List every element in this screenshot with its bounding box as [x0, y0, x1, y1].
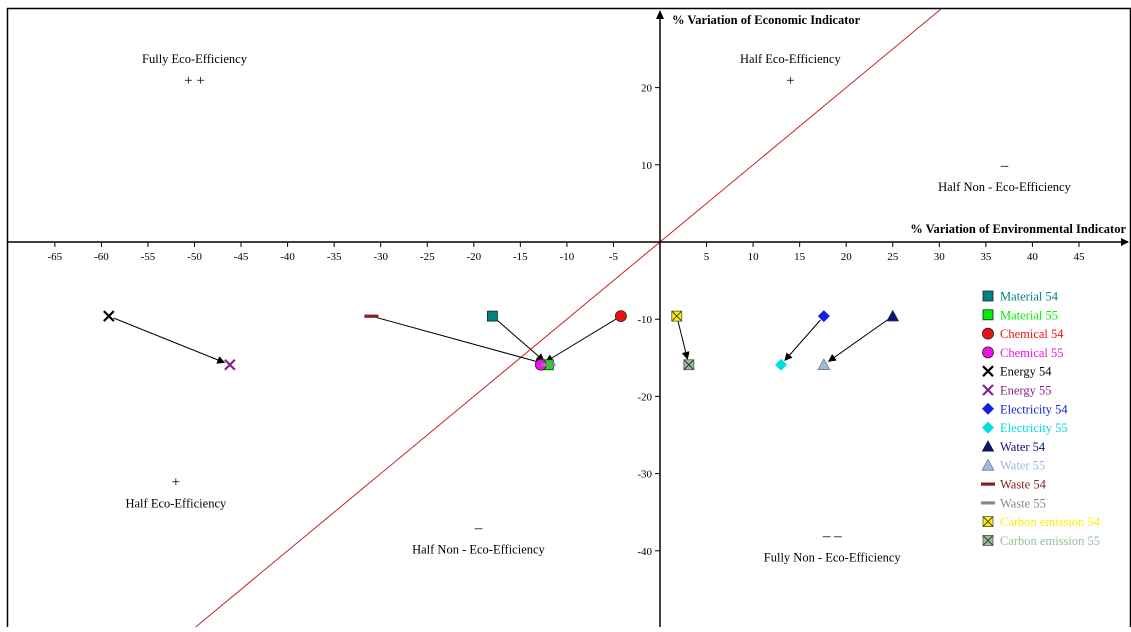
y-axis-arrow	[656, 10, 664, 19]
x-tick-label: -50	[187, 251, 202, 263]
legend-label-waste-54: Waste 54	[1000, 478, 1047, 492]
point-electricity-55	[775, 359, 787, 371]
y-tick-label: 10	[641, 160, 653, 172]
legend-label-carbon-emission-54: Carbon emission 54	[1000, 515, 1101, 529]
x-tick-label: 10	[748, 251, 760, 263]
point-waste-54	[364, 315, 378, 318]
point-material-54	[487, 311, 497, 321]
legend-marker-waste-54	[981, 483, 995, 486]
x-tick-label: 15	[794, 251, 806, 263]
x-axis-title: % Variation of Environmental Indicator	[910, 222, 1126, 236]
x-tick-label: -60	[94, 251, 109, 263]
x-tick-label: -20	[466, 251, 481, 263]
x-tick-label: 45	[1073, 251, 1085, 263]
legend-marker-water-55	[982, 459, 994, 470]
x-tick-label: 20	[841, 251, 853, 263]
point-waste-55	[541, 363, 555, 366]
point-water-54	[887, 310, 899, 321]
legend-marker-electricity-54	[982, 403, 994, 415]
legend-label-material-54: Material 54	[1000, 290, 1059, 304]
quadrant-labels: + + Fully Eco-Efficiency + Half Eco-Efficie…	[125, 52, 1071, 564]
legend-label-energy-54: Energy 54	[1000, 365, 1052, 379]
y-tick-label: 20	[641, 83, 653, 95]
arrow	[376, 317, 542, 363]
arrow	[546, 319, 617, 362]
x-tick-label: -10	[560, 251, 575, 263]
legend-label-electricity-55: Electricity 55	[1000, 421, 1068, 435]
arrow	[496, 319, 544, 360]
x-tick-label: -55	[141, 251, 156, 263]
legend-label-chemical-54: Chemical 54	[1000, 327, 1064, 341]
quadrant-label: Half Eco-Efficiency	[125, 496, 227, 510]
x-tick-label: -25	[420, 251, 435, 263]
x-tick-label: -35	[327, 251, 342, 263]
legend-marker-chemical-55	[983, 347, 994, 358]
x-axis-arrow	[1121, 238, 1129, 246]
x-tick-label: 40	[1027, 251, 1039, 263]
legend-marker-chemical-54	[983, 328, 994, 339]
quadrant-mark: –	[474, 521, 483, 537]
x-tick-label: 5	[704, 251, 710, 263]
point-water-55	[818, 359, 830, 370]
legend-label-carbon-emission-55: Carbon emission 55	[1000, 534, 1100, 548]
legend-marker-material-54	[983, 291, 993, 301]
legend-label-energy-55: Energy 55	[1000, 384, 1052, 398]
y-tick-label: -40	[637, 546, 652, 558]
quadrant-mark: +	[172, 474, 180, 490]
quadrant-mark: + +	[184, 73, 205, 89]
quadrant-label: Fully Eco-Efficiency	[142, 52, 248, 66]
arrow	[785, 320, 821, 360]
arrow	[113, 318, 224, 363]
legend-label-electricity-54: Electricity 54	[1000, 402, 1068, 416]
legend-label-material-55: Material 55	[1000, 308, 1058, 322]
arrow	[829, 319, 889, 361]
quadrant-label: Half Non - Eco-Efficiency	[938, 180, 1071, 194]
x-tick-label: 30	[934, 251, 946, 263]
quadrant-label: Fully Non - Eco-Efficiency	[764, 550, 902, 564]
quadrant-mark: –	[1000, 158, 1009, 174]
legend-marker-waste-55	[981, 501, 995, 504]
quadrant-mark: +	[786, 73, 794, 89]
x-tick-label: -15	[513, 251, 528, 263]
x-tick-label: -45	[234, 251, 249, 263]
y-tick-label: -10	[637, 314, 652, 326]
point-energy-54	[104, 311, 114, 321]
x-tick-label: 35	[980, 251, 992, 263]
y-tick-label: -20	[637, 391, 652, 403]
x-tick-label: -40	[280, 251, 295, 263]
legend-label-water-54: Water 54	[1000, 440, 1046, 454]
legend-label-water-55: Water 55	[1000, 459, 1045, 473]
legend-label-waste-55: Waste 55	[1000, 496, 1046, 510]
legend-marker-electricity-55	[982, 422, 994, 434]
quadrant-label: Half Eco-Efficiency	[740, 52, 842, 66]
legend-marker-energy-54	[983, 366, 993, 376]
x-tick-label: -30	[373, 251, 388, 263]
arrow	[678, 321, 687, 359]
legend: Material 54 Material 55 Chemical 54 Chemica…	[981, 290, 1101, 548]
quadrant-mark: – –	[822, 528, 842, 544]
y-tick-label: -30	[637, 469, 652, 481]
legend-marker-water-54	[982, 440, 994, 451]
arrows	[113, 317, 888, 363]
legend-marker-material-55	[983, 310, 993, 320]
quadrant-label: Half Non - Eco-Efficiency	[412, 543, 545, 557]
point-energy-55	[225, 360, 235, 370]
point-chemical-54	[615, 311, 626, 322]
x-tick-label: -65	[48, 251, 63, 263]
legend-label-chemical-55: Chemical 55	[1000, 346, 1064, 360]
y-axis-title: % Variation of Economic Indicator	[672, 13, 861, 27]
legend-marker-energy-55	[983, 385, 993, 395]
x-tick-label: -5	[609, 251, 619, 263]
x-tick-label: 25	[887, 251, 899, 263]
